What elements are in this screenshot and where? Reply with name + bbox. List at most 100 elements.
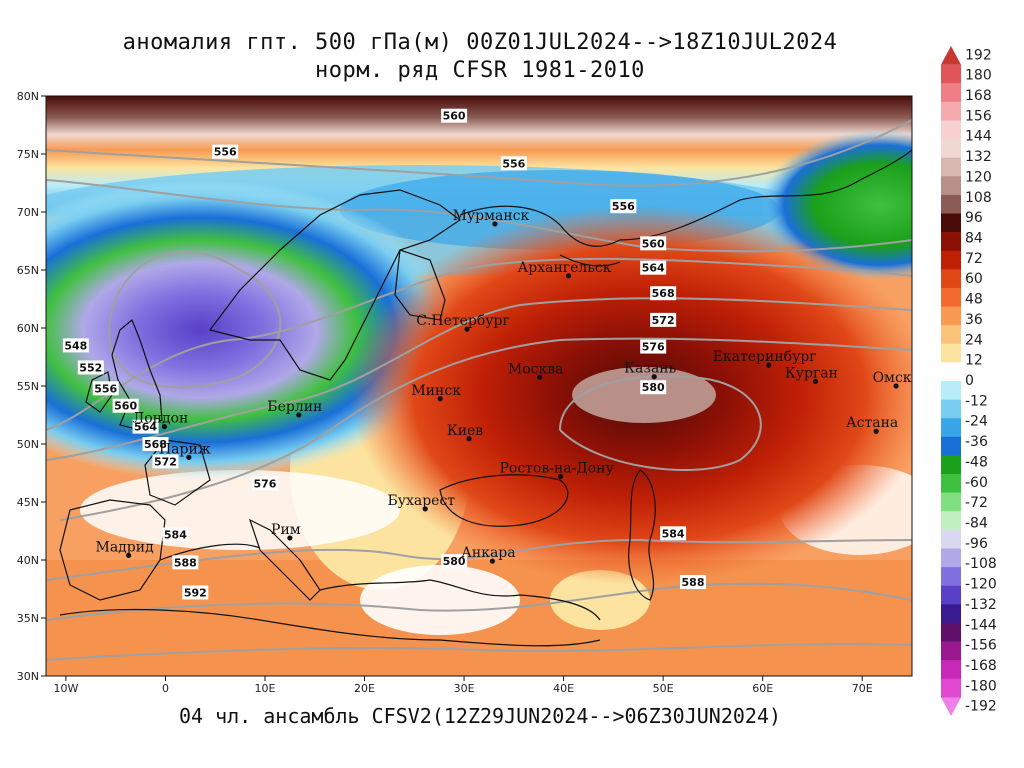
colorbar-level: -60 <box>965 475 988 491</box>
svg-text:560: 560 <box>642 237 665 250</box>
height-contours <box>46 119 912 661</box>
colorbar-level: -24 <box>965 414 988 430</box>
svg-text:568: 568 <box>652 287 675 300</box>
lon-label: 40E <box>553 682 574 695</box>
colorbar-swatch <box>941 585 961 605</box>
colorbar-swatch <box>941 529 961 549</box>
svg-text:588: 588 <box>174 556 197 569</box>
contour-label: 556 <box>92 381 119 396</box>
lat-label: 50N <box>17 438 39 451</box>
colorbar-level: 108 <box>965 190 992 206</box>
contour-label: 576 <box>640 339 667 354</box>
city-marker: Бухарест <box>387 493 455 512</box>
city-label: Анкара <box>461 545 515 561</box>
city-marker: Париж <box>159 441 211 460</box>
city-label: Омск <box>873 370 912 386</box>
lon-label: 60E <box>752 682 773 695</box>
city-label: Екатеринбург <box>713 349 817 365</box>
svg-text:552: 552 <box>79 361 102 374</box>
colorbar-swatch <box>941 64 961 84</box>
svg-text:572: 572 <box>154 455 177 468</box>
city-label: С.Петербург <box>416 313 510 329</box>
colorbar-swatch <box>941 232 961 252</box>
colorbar-level: -168 <box>965 658 997 674</box>
contour-label: 560 <box>640 236 667 251</box>
colorbar-level: -120 <box>965 577 997 593</box>
colorbar-level: -36 <box>965 434 988 450</box>
contour-label: 568 <box>142 437 169 451</box>
colorbar-level: 84 <box>965 231 983 247</box>
lat-label: 60N <box>17 322 39 335</box>
ensemble-footer: 04 чл. ансамбль CFSV2(12Z29JUN2024-->06Z… <box>178 704 782 728</box>
city-label: Париж <box>159 441 211 457</box>
city-marker: Рим <box>271 522 301 541</box>
colorbar-level: -48 <box>965 454 988 470</box>
city-label: Архангельск <box>518 260 612 276</box>
svg-text:580: 580 <box>642 381 665 394</box>
colorbar-swatch <box>941 548 961 568</box>
lon-label: 10E <box>255 682 276 695</box>
svg-text:576: 576 <box>254 477 277 490</box>
lon-label: 10W <box>53 682 78 695</box>
colorbar-swatch <box>941 306 961 326</box>
contour-label: 584 <box>162 527 189 542</box>
city-label: Киев <box>447 423 483 439</box>
contour-label: 588 <box>172 555 199 570</box>
city-label: Мурманск <box>453 208 530 224</box>
colorbar-level: 120 <box>965 169 992 185</box>
contour-label: 572 <box>152 454 179 469</box>
colorbar-swatch <box>941 641 961 661</box>
colorbar-bottom-arrow <box>941 697 961 716</box>
city-label: Москва <box>508 361 564 377</box>
colorbar-level: 96 <box>965 210 983 226</box>
colorbar-swatch <box>941 511 961 531</box>
lat-label: 80N <box>17 90 39 103</box>
colorbar-swatch <box>941 660 961 680</box>
svg-text:576: 576 <box>642 341 665 354</box>
city-label: Курган <box>785 365 838 381</box>
city-markers: Мурманск Архангельск С.Петербург Москва Каза… <box>96 208 912 564</box>
city-marker: Минск <box>411 383 461 402</box>
city-marker: Берлин <box>267 399 322 418</box>
colorbar-level: 180 <box>965 68 992 84</box>
svg-text:548: 548 <box>64 339 87 352</box>
lon-label: 0 <box>162 682 169 695</box>
colorbar-swatch <box>941 213 961 233</box>
city-label: Астана <box>846 415 898 431</box>
city-marker: Казань <box>624 361 677 380</box>
lon-label: 50E <box>653 682 674 695</box>
colorbar-level: -96 <box>965 536 988 552</box>
colorbar-level: -108 <box>965 556 997 572</box>
contour-label: 568 <box>650 286 677 301</box>
city-marker: Курган <box>785 365 838 384</box>
contour-label: 556 <box>610 199 637 214</box>
colorbar-swatch <box>941 492 961 512</box>
city-marker: Архангельск <box>518 260 612 279</box>
contour-label: 564 <box>132 419 159 434</box>
colorbar-swatch <box>941 287 961 307</box>
colorbar-level: -132 <box>965 597 997 613</box>
svg-text:556: 556 <box>94 382 117 395</box>
map-subtitle: норм. ряд CFSR 1981-2010 <box>315 58 645 83</box>
colorbar-swatch <box>941 418 961 438</box>
contour-labels: 560 556 556 556 560 564 568 572 576 580 548 552 556 5… <box>62 108 707 600</box>
contour-label: 564 <box>640 260 667 275</box>
svg-text:592: 592 <box>184 586 207 599</box>
city-label: Бухарест <box>387 493 455 509</box>
svg-text:560: 560 <box>114 400 137 413</box>
svg-text:560: 560 <box>443 110 466 123</box>
colorbar-level: 132 <box>965 149 992 165</box>
lon-label: 30E <box>454 682 475 695</box>
colorbar-swatch <box>941 120 961 140</box>
colorbar-level: 48 <box>965 292 983 308</box>
colorbar-swatch <box>941 362 961 382</box>
city-label: Рим <box>271 522 301 538</box>
colorbar-swatch <box>941 343 961 363</box>
svg-text:556: 556 <box>214 146 237 159</box>
city-marker: Астана <box>846 415 898 434</box>
lat-label: 65N <box>17 264 39 277</box>
colorbar-swatch <box>941 622 961 642</box>
contour-label: 548 <box>62 338 89 353</box>
city-marker: Лондон <box>133 411 188 430</box>
